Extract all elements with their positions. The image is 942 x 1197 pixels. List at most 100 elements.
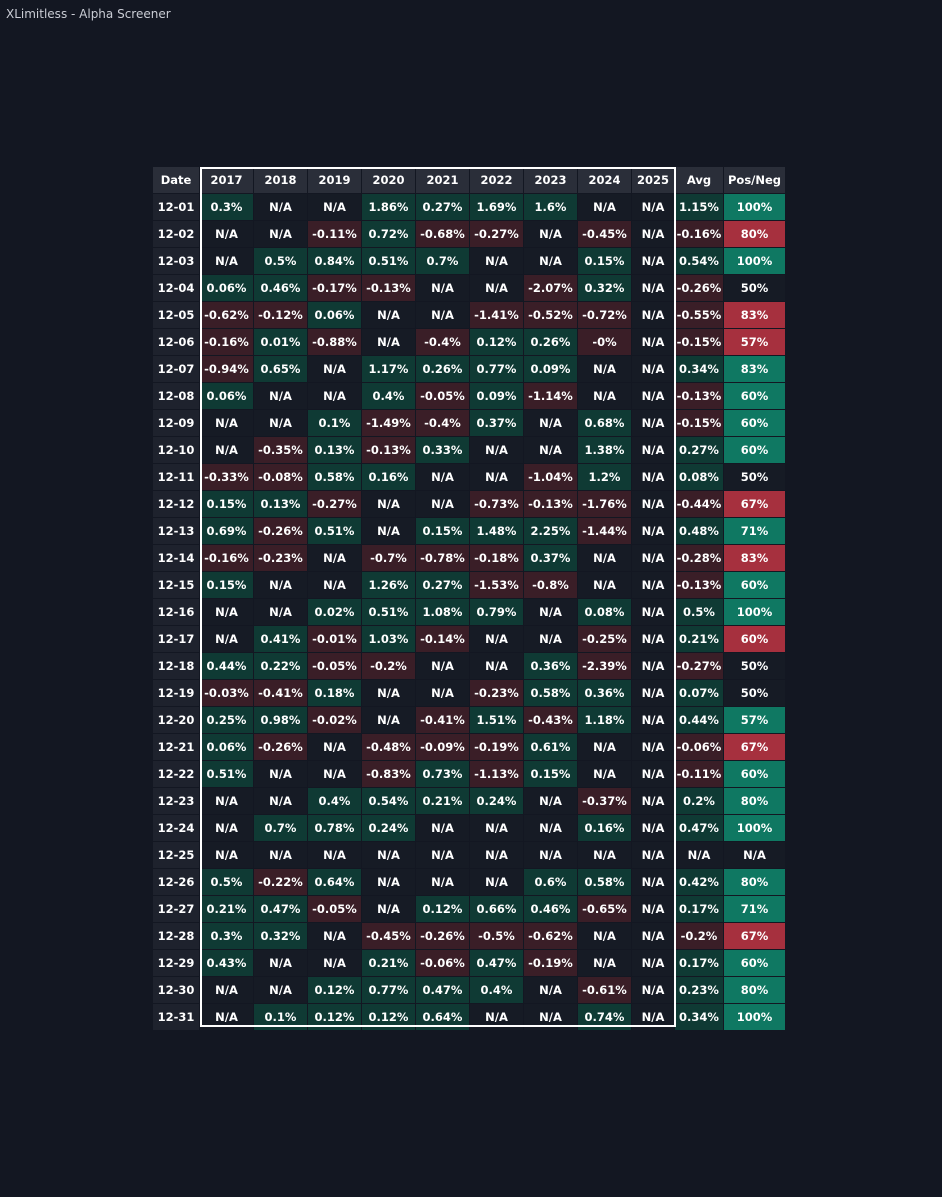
return-cell: N/A [470,248,523,274]
header-2023[interactable]: 2023 [524,167,577,193]
return-cell: N/A [578,356,631,382]
header-2021[interactable]: 2021 [416,167,469,193]
return-cell: N/A [200,815,253,841]
return-cell: N/A [632,599,674,625]
date-cell: 12-28 [153,923,199,949]
pos-neg-cell: 50% [724,680,785,706]
return-cell: 1.69% [470,194,523,220]
return-cell: -1.13% [470,761,523,787]
return-cell: N/A [416,815,469,841]
return-cell: 0.06% [200,734,253,760]
avg-cell: 0.17% [675,950,723,976]
table-row: 12-25 N/A N/A N/A N/A N/A N/A N/A N/A N/A N/A N/A [153,842,785,868]
return-cell: -0.25% [578,626,631,652]
return-cell: N/A [632,788,674,814]
return-cell: -2.07% [524,275,577,301]
table-row: 12-19 -0.03% -0.41% 0.18% N/A N/A -0.23% 0.58% 0… [153,680,785,706]
avg-cell: N/A [675,842,723,868]
return-cell: -1.49% [362,410,415,436]
return-cell: -0.41% [254,680,307,706]
header-2017[interactable]: 2017 [200,167,253,193]
return-cell: N/A [200,248,253,274]
avg-cell: 0.07% [675,680,723,706]
return-cell: -0.19% [470,734,523,760]
return-cell: N/A [254,572,307,598]
avg-cell: -0.13% [675,383,723,409]
return-cell: 0.08% [578,599,631,625]
table-row: 12-03 N/A 0.5% 0.84% 0.51% 0.7% N/A N/A 0.15% N/A… [153,248,785,274]
return-cell: -0.62% [200,302,253,328]
table-row: 12-27 0.21% 0.47% -0.05% N/A 0.12% 0.66% 0.46% -… [153,896,785,922]
return-cell: 0.1% [308,410,361,436]
return-cell: 1.6% [524,194,577,220]
return-cell: -0.26% [254,734,307,760]
return-cell: N/A [632,653,674,679]
return-cell: 0.37% [470,410,523,436]
return-cell: 0.13% [254,491,307,517]
return-cell: 0.47% [470,950,523,976]
return-cell: 0.4% [362,383,415,409]
return-cell: N/A [524,788,577,814]
return-cell: 0.41% [254,626,307,652]
return-cell: 2.25% [524,518,577,544]
return-cell: N/A [362,302,415,328]
return-cell: N/A [470,626,523,652]
date-cell: 12-03 [153,248,199,274]
header-2018[interactable]: 2018 [254,167,307,193]
return-cell: N/A [362,896,415,922]
return-cell: N/A [200,221,253,247]
avg-cell: 0.34% [675,1004,723,1030]
header-2019[interactable]: 2019 [308,167,361,193]
return-cell: N/A [524,248,577,274]
return-cell: -0.61% [578,977,631,1003]
return-cell: -0.43% [524,707,577,733]
return-cell: -0.33% [200,464,253,490]
table-row: 12-22 0.51% N/A N/A -0.83% 0.73% -1.13% 0.15% N/… [153,761,785,787]
header-date[interactable]: Date [153,167,199,193]
pos-neg-cell: 80% [724,977,785,1003]
return-cell: N/A [200,410,253,436]
avg-cell: 0.48% [675,518,723,544]
return-cell: -0.4% [416,410,469,436]
return-cell: 0.15% [416,518,469,544]
return-cell: N/A [470,437,523,463]
return-cell: N/A [632,410,674,436]
date-cell: 12-17 [153,626,199,652]
return-cell: N/A [632,626,674,652]
return-cell: N/A [524,626,577,652]
date-cell: 12-01 [153,194,199,220]
header-2022[interactable]: 2022 [470,167,523,193]
header-2020[interactable]: 2020 [362,167,415,193]
avg-cell: 0.44% [675,707,723,733]
return-cell: -1.41% [470,302,523,328]
avg-cell: 0.54% [675,248,723,274]
date-cell: 12-25 [153,842,199,868]
pos-neg-cell: 100% [724,815,785,841]
date-cell: 12-10 [153,437,199,463]
header-pos-neg[interactable]: Pos/Neg [724,167,785,193]
header-row: Date 2017 2018 2019 2020 2021 2022 2023 … [153,167,785,193]
return-cell: N/A [200,626,253,652]
return-cell: 0.7% [254,815,307,841]
table-row: 12-08 0.06% N/A N/A 0.4% -0.05% 0.09% -1.14% N/A… [153,383,785,409]
date-cell: 12-13 [153,518,199,544]
header-2024[interactable]: 2024 [578,167,631,193]
return-cell: N/A [632,923,674,949]
return-cell: N/A [578,923,631,949]
return-cell: N/A [524,221,577,247]
header-2025[interactable]: 2025 [632,167,674,193]
return-cell: 0.06% [200,383,253,409]
avg-cell: -0.16% [675,221,723,247]
pos-neg-cell: 60% [724,761,785,787]
header-avg[interactable]: Avg [675,167,723,193]
table-row: 12-12 0.15% 0.13% -0.27% N/A N/A -0.73% -0.13% -… [153,491,785,517]
return-cell: N/A [308,572,361,598]
date-cell: 12-12 [153,491,199,517]
date-cell: 12-23 [153,788,199,814]
return-cell: -0.27% [470,221,523,247]
date-cell: 12-11 [153,464,199,490]
return-cell: 0.33% [416,437,469,463]
date-cell: 12-19 [153,680,199,706]
return-cell: 0.15% [578,248,631,274]
return-cell: N/A [632,761,674,787]
